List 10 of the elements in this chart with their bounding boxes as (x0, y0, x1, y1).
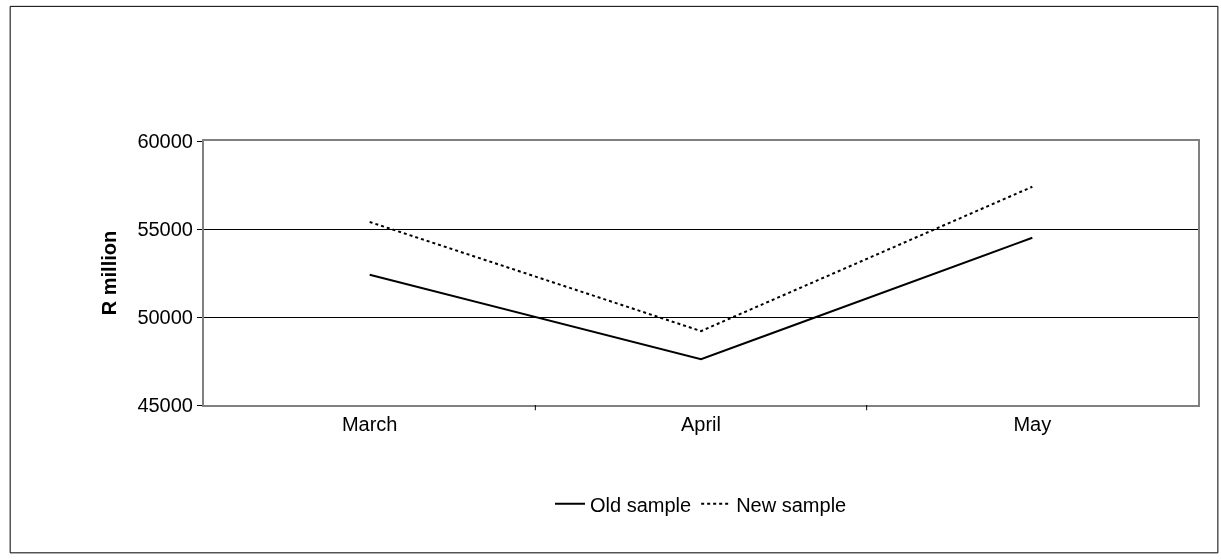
y-tick-label: 55000 (137, 218, 193, 240)
y-tick-label: 50000 (137, 306, 193, 328)
x-tick-label: March (341, 413, 398, 435)
y-axis-title: R million (98, 230, 121, 316)
legend-label: New sample (736, 493, 847, 516)
x-tick-label: April (680, 413, 722, 435)
legend-label: Old sample (590, 493, 692, 516)
y-tick-label: 60000 (137, 130, 193, 152)
x-tick-label: May (1013, 413, 1052, 435)
y-tick-label: 45000 (137, 394, 193, 416)
